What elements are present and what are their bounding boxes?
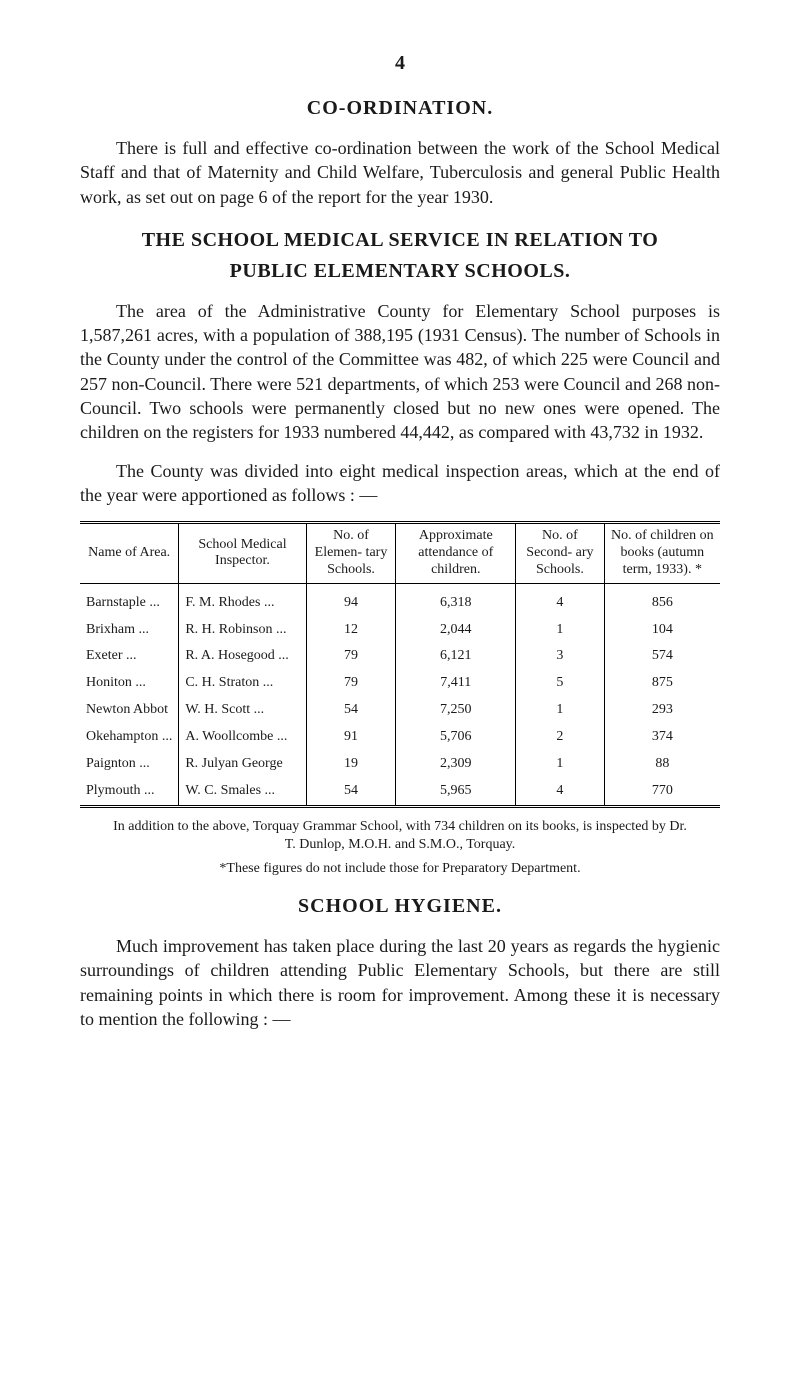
cell-elem: 12 <box>306 617 396 644</box>
page-container: 4 CO-ORDINATION. There is full and effec… <box>0 0 800 1105</box>
cell-inspector: F. M. Rhodes ... <box>179 590 306 617</box>
cell-sec: 4 <box>516 590 604 617</box>
cell-elem: 94 <box>306 590 396 617</box>
cell-elem: 54 <box>306 697 396 724</box>
cell-attend: 2,309 <box>396 751 516 778</box>
cell-area: Barnstaple ... <box>80 590 179 617</box>
heading-relation-line2: PUBLIC ELEMENTARY SCHOOLS. <box>80 258 720 285</box>
cell-sec: 3 <box>516 643 604 670</box>
cell-elem: 79 <box>306 643 396 670</box>
table-row: Newton Abbot W. H. Scott ... 54 7,250 1 … <box>80 697 720 724</box>
cell-area: Plymouth ... <box>80 778 179 806</box>
cell-attend: 2,044 <box>396 617 516 644</box>
col-header-secondary: No. of Second- ary Schools. <box>516 523 604 583</box>
table-row: Plymouth ... W. C. Smales ... 54 5,965 4… <box>80 778 720 806</box>
cell-elem: 19 <box>306 751 396 778</box>
cell-elem: 54 <box>306 778 396 806</box>
table-row: Brixham ... R. H. Robinson ... 12 2,044 … <box>80 617 720 644</box>
inspection-areas-table: Name of Area. School Medical Inspector. … <box>80 521 720 808</box>
table-row: Barnstaple ... F. M. Rhodes ... 94 6,318… <box>80 590 720 617</box>
cell-books: 293 <box>604 697 720 724</box>
cell-area: Newton Abbot <box>80 697 179 724</box>
cell-attend: 5,706 <box>396 724 516 751</box>
cell-sec: 2 <box>516 724 604 751</box>
cell-inspector: W. C. Smales ... <box>179 778 306 806</box>
cell-sec: 5 <box>516 670 604 697</box>
cell-area: Brixham ... <box>80 617 179 644</box>
heading-coordination: CO-ORDINATION. <box>80 95 720 122</box>
table-footnote-1: In addition to the above, Torquay Gramma… <box>110 818 690 854</box>
paragraph-divided: The County was divided into eight medica… <box>80 459 720 508</box>
col-header-inspector: School Medical Inspector. <box>179 523 306 583</box>
cell-area: Exeter ... <box>80 643 179 670</box>
cell-inspector: C. H. Straton ... <box>179 670 306 697</box>
cell-attend: 5,965 <box>396 778 516 806</box>
table-row: Paignton ... R. Julyan George 19 2,309 1… <box>80 751 720 778</box>
cell-inspector: W. H. Scott ... <box>179 697 306 724</box>
heading-relation-line1: THE SCHOOL MEDICAL SERVICE IN RELATION T… <box>80 227 720 254</box>
paragraph-coordination: There is full and effective co-ordinatio… <box>80 136 720 209</box>
cell-books: 574 <box>604 643 720 670</box>
table-row: Exeter ... R. A. Hosegood ... 79 6,121 3… <box>80 643 720 670</box>
cell-attend: 6,318 <box>396 590 516 617</box>
cell-elem: 91 <box>306 724 396 751</box>
col-header-on-books: No. of children on books (autumn term, 1… <box>604 523 720 583</box>
col-header-elem-schools: No. of Elemen- tary Schools. <box>306 523 396 583</box>
cell-elem: 79 <box>306 670 396 697</box>
col-header-attendance: Approximate attendance of children. <box>396 523 516 583</box>
paragraph-area: The area of the Administrative County fo… <box>80 299 720 445</box>
cell-sec: 1 <box>516 697 604 724</box>
col-header-area: Name of Area. <box>80 523 179 583</box>
table-header-row: Name of Area. School Medical Inspector. … <box>80 523 720 583</box>
table-footnote-2: *These figures do not include those for … <box>110 860 690 879</box>
cell-attend: 7,411 <box>396 670 516 697</box>
cell-attend: 7,250 <box>396 697 516 724</box>
cell-books: 88 <box>604 751 720 778</box>
page-number: 4 <box>80 50 720 77</box>
paragraph-hygiene: Much improvement has taken place during … <box>80 934 720 1031</box>
cell-inspector: R. H. Robinson ... <box>179 617 306 644</box>
cell-inspector: R. A. Hosegood ... <box>179 643 306 670</box>
cell-sec: 1 <box>516 751 604 778</box>
cell-area: Honiton ... <box>80 670 179 697</box>
cell-area: Paignton ... <box>80 751 179 778</box>
table-row: Okehampton ... A. Woollcombe ... 91 5,70… <box>80 724 720 751</box>
cell-inspector: R. Julyan George <box>179 751 306 778</box>
heading-hygiene: SCHOOL HYGIENE. <box>80 893 720 920</box>
cell-inspector: A. Woollcombe ... <box>179 724 306 751</box>
cell-books: 374 <box>604 724 720 751</box>
cell-sec: 4 <box>516 778 604 806</box>
table-row: Honiton ... C. H. Straton ... 79 7,411 5… <box>80 670 720 697</box>
cell-books: 875 <box>604 670 720 697</box>
cell-books: 856 <box>604 590 720 617</box>
cell-area: Okehampton ... <box>80 724 179 751</box>
cell-attend: 6,121 <box>396 643 516 670</box>
cell-books: 104 <box>604 617 720 644</box>
cell-sec: 1 <box>516 617 604 644</box>
cell-books: 770 <box>604 778 720 806</box>
